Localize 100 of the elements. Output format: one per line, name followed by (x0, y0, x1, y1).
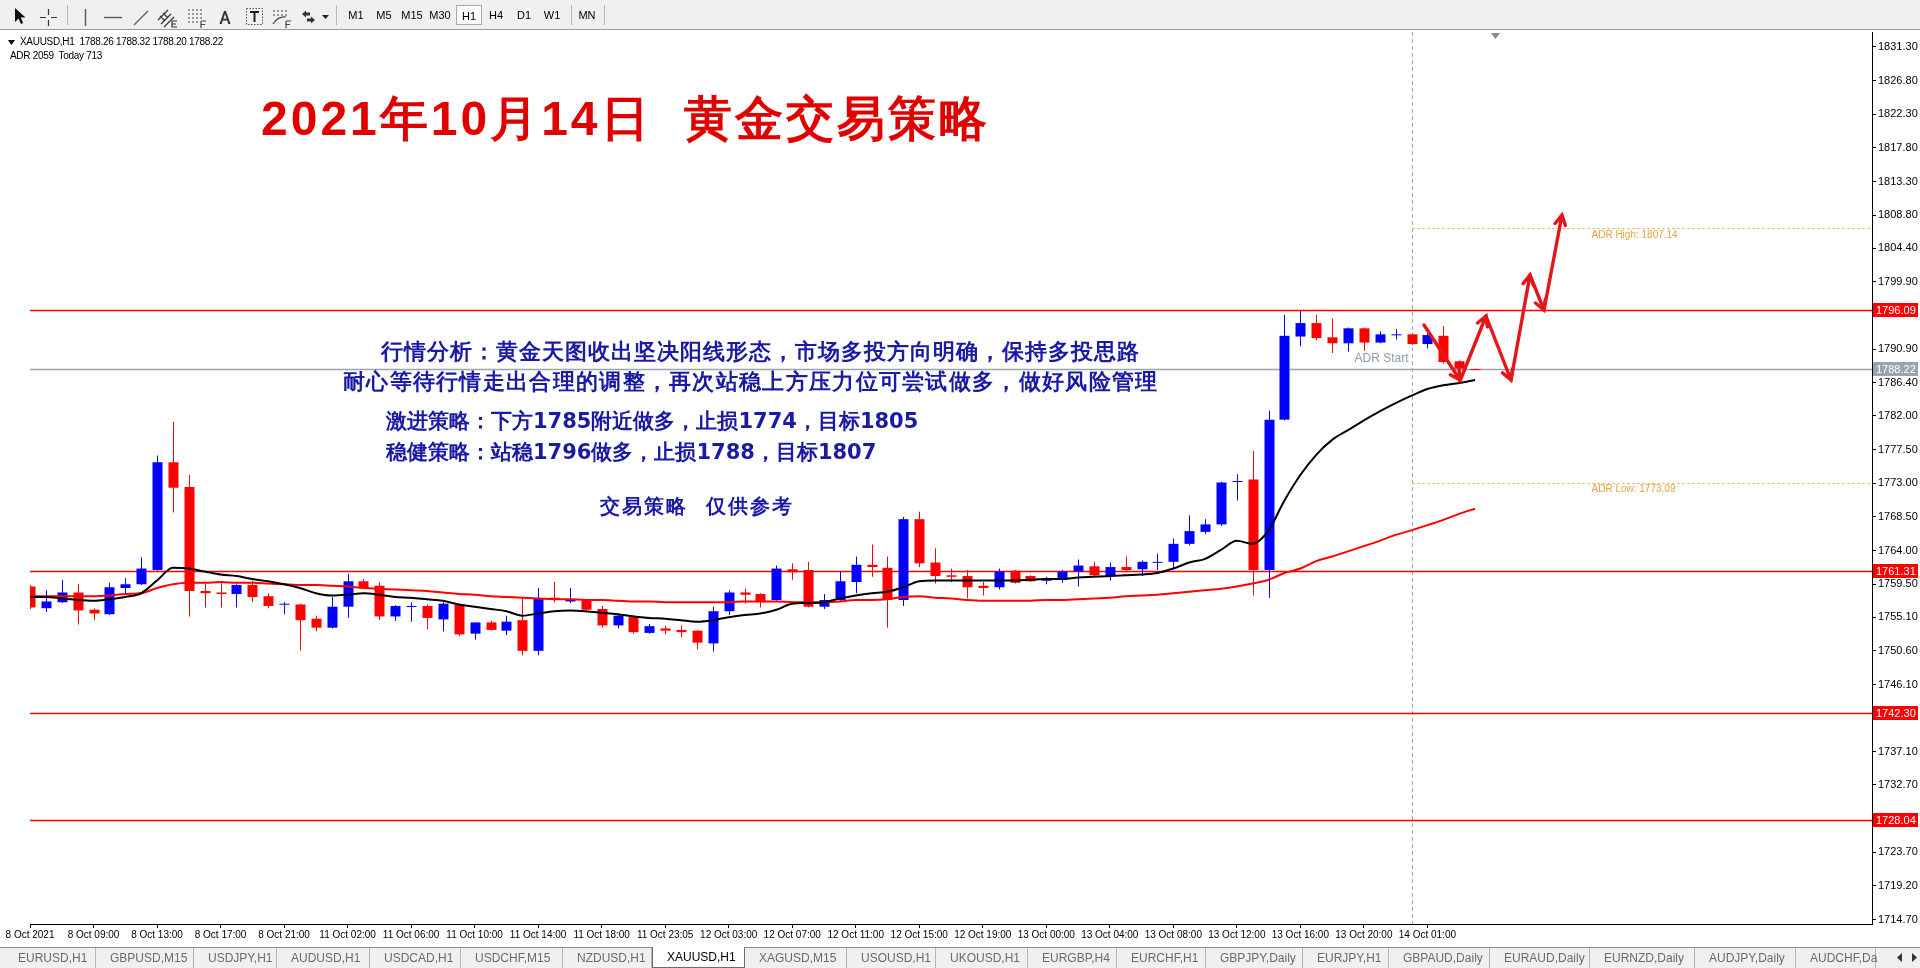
candlestick (1327, 318, 1338, 354)
candlestick (1184, 514, 1195, 546)
annotation: 耐心等待行情走出合理的调整，再次站稳上方压力位可尝试做多，做好风险管理 (343, 368, 1159, 394)
text: EURJPY,H1 (1303, 948, 1389, 968)
candlestick (41, 589, 52, 613)
ref-line-label: 1728.04 (1876, 813, 1916, 826)
annotation: XAUUSD,H1 1788.26 1788.32 1788.20 1788.22 (20, 36, 224, 48)
annotation: ADR 2059 Today 713 (10, 50, 102, 62)
x-tick-label: 11 Oct 06:00 (382, 928, 440, 940)
ref-line-label: 1788.22 (1876, 362, 1916, 375)
x-tick-label: 12 Oct 07:00 (763, 928, 822, 940)
x-tick-label: 13 Oct 08:00 (1144, 928, 1203, 940)
x-tick-label: 12 Oct 11:00 (827, 928, 885, 940)
y-tick-label: 1782.00 (1878, 408, 1918, 421)
text: EURUSD,H1 (4, 948, 96, 968)
x-tick-label: 11 Oct 10:00 (446, 928, 504, 940)
text: EURCHF,H1 (1117, 948, 1206, 968)
text: GBPUSD,M15 (96, 948, 194, 968)
y-tick-label: 1786.40 (1878, 375, 1918, 388)
y-tick-label: 1773.00 (1878, 476, 1918, 489)
ref-line-label: 1761.31 (1876, 564, 1916, 577)
x-tick-label: 11 Oct 23:05 (636, 928, 694, 940)
text: EURNZD,Daily (1590, 948, 1695, 968)
candlestick (295, 603, 306, 652)
text: AUDJPY,Daily (1695, 948, 1796, 968)
candlestick (438, 601, 449, 632)
y-tick-label: 1826.80 (1878, 73, 1918, 86)
candlestick (851, 556, 862, 594)
candlestick (692, 629, 703, 650)
x-tick-label: 12 Oct 15:00 (890, 928, 949, 940)
y-tick-label: 1831.30 (1878, 40, 1918, 52)
x-tick-label: 8 Oct 21:00 (258, 928, 311, 940)
text: AUDUSD,H1 (277, 948, 370, 968)
text: NZDUSD,H1 (563, 948, 652, 968)
candlestick (501, 615, 512, 636)
text: H4 (487, 8, 505, 23)
text: UKOUSD,H1 (936, 948, 1028, 968)
x-tick-label: 8 Oct 2021 (5, 928, 55, 940)
text: H1 (456, 5, 482, 25)
candlestick (406, 601, 417, 623)
y-tick-label: 1723.70 (1878, 845, 1918, 858)
x-tick-label: 11 Oct 02:00 (319, 928, 377, 940)
text: XAGUSD,M15 (745, 948, 847, 968)
x-tick-label: 12 Oct 03:00 (700, 928, 758, 940)
text: W1 (542, 8, 562, 23)
y-tick-label: 1813.30 (1878, 174, 1918, 187)
candlestick (1295, 310, 1306, 347)
x-tick-label: 13 Oct 00:00 (1017, 928, 1076, 940)
y-tick-label: 1799.90 (1878, 274, 1918, 287)
text: M1 (347, 8, 365, 23)
y-tick-label: 1746.10 (1878, 677, 1918, 690)
text: USDCAD,H1 (370, 948, 461, 968)
text: M5 (375, 8, 393, 23)
candlestick (279, 601, 290, 615)
ref-line-label: ADR Low: 1773.09 (1591, 483, 1676, 495)
x-tick-label: 13 Oct 12:00 (1208, 928, 1266, 940)
y-tick-label: 1790.90 (1878, 342, 1918, 355)
x-tick-label: 11 Oct 18:00 (573, 928, 631, 940)
y-tick-label: 1764.00 (1878, 543, 1918, 556)
annotation: 交易策略 仅供参考 (600, 494, 794, 518)
y-tick-label: 1750.60 (1878, 643, 1918, 656)
x-tick-label: 8 Oct 13:00 (131, 928, 184, 940)
y-tick-label: 1759.50 (1878, 577, 1918, 590)
candlestick (327, 596, 338, 629)
candlestick (1311, 314, 1322, 341)
candlestick (1391, 328, 1402, 341)
annotation: 行情分析：黄金天图收出坚决阳线形态，市场多投方向明确，保持多投思路 (381, 338, 1140, 364)
candlestick (1232, 473, 1243, 501)
annotation: ADR Start (1354, 351, 1410, 366)
text: USDJPY,H1 (194, 948, 277, 968)
text: AUDCHF,Da (1796, 948, 1878, 968)
ref-line-label: 1742.30 (1876, 706, 1916, 719)
text: EURAUD,Daily (1490, 948, 1590, 968)
x-tick-label: 13 Oct 04:00 (1081, 928, 1139, 940)
y-tick-label: 1804.40 (1878, 241, 1918, 254)
text: GBPAUD,Daily (1389, 948, 1490, 968)
y-tick-label: 1737.10 (1878, 744, 1918, 757)
y-tick-label: 1817.80 (1878, 141, 1918, 154)
text: M30 (428, 8, 452, 23)
y-tick-label: 1732.70 (1878, 777, 1918, 790)
y-tick-label: 1719.20 (1878, 878, 1918, 891)
y-tick-label: 1822.30 (1878, 107, 1918, 120)
y-tick-label: 1777.50 (1878, 442, 1918, 455)
y-tick-label: 1808.80 (1878, 208, 1918, 221)
text: D1 (515, 8, 533, 23)
x-tick-label: 13 Oct 16:00 (1271, 928, 1330, 940)
candlestick (1168, 538, 1179, 570)
candlestick (422, 603, 433, 630)
text: 2021年10月14日 黄金交易策略 (261, 92, 991, 145)
ref-line-label: ADR High: 1807.14 (1591, 228, 1679, 240)
ref-line-label: 1796.09 (1876, 303, 1916, 316)
annotation: 稳健策略：站稳1796做多，止损1788，目标1807 (386, 440, 877, 464)
candlestick (724, 589, 735, 616)
annotation: 激进策略：下方1785附近做多，止损1774，目标1805 (386, 409, 919, 433)
text: USDCHF,M15 (461, 948, 563, 968)
candlestick (231, 583, 242, 608)
x-tick-label: 11 Oct 14:00 (509, 928, 567, 940)
text: EURGBP,H4 (1028, 948, 1117, 968)
x-tick-label: 8 Oct 09:00 (67, 928, 120, 940)
candlestick (136, 556, 147, 586)
